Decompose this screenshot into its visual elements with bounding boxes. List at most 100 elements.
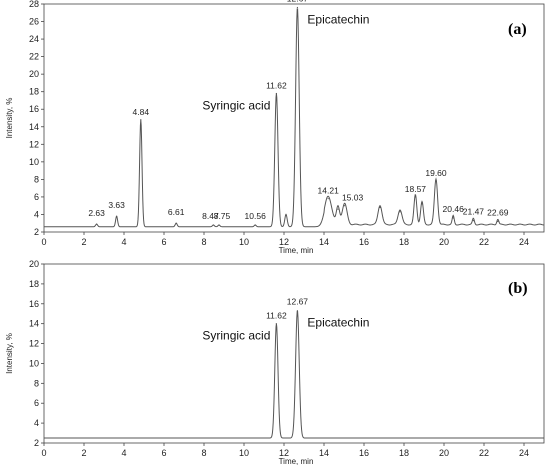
panel-a-label: (a) [508,21,527,38]
panel-a-peak-label: 6.61 [168,207,185,217]
panel-a-peak-point [218,224,220,226]
panel-a-y-axis-label: Intensity, % [5,98,14,139]
panel-a-peak-point [212,224,214,226]
panel-a-x-tick-label: 14 [319,237,329,247]
panel-b-x-tick-label: 0 [41,448,46,458]
panel-b-peak-label: 11.62 [266,311,287,321]
panel-b-x-tick-label: 18 [399,448,409,458]
panel-b-y-tick-label: 2 [34,438,39,448]
panel-b-y-tick-label: 8 [34,378,39,388]
panel-a-peak-label: 11.62 [266,80,287,90]
panel-b-annotation-syringic-acid: Syringic acid [202,329,270,343]
panel-a-x-tick-label: 18 [399,237,409,247]
panel-b-peak-point [296,310,298,312]
panel-a-y-tick-label: 24 [29,34,39,44]
panel-b-x-tick-label: 6 [161,448,166,458]
panel-a-peak-point [379,206,381,209]
panel-a-y-tick-label: 2 [34,227,39,237]
panel-a-y-tick-label: 10 [29,157,39,167]
panel-a-peak-point [96,223,98,225]
panel-a-peak-point [399,211,401,213]
panel-a-x-tick-label: 16 [359,237,369,247]
panel-b-peak-label: 12.67 [287,297,309,307]
panel-a-x-axis-label: Time, min [279,246,314,255]
panel-a-peak-label: 18.57 [405,184,427,194]
panel-a-y-tick-label: 16 [29,104,39,114]
panel-a-peak-label: 15.03 [342,193,364,203]
panel-b-y-tick-label: 14 [29,319,39,329]
panel-a-y-tick-label: 8 [34,174,39,184]
panel-b-x-tick-label: 22 [479,448,489,458]
panel-b-x-tick-label: 14 [319,448,329,458]
panel-b-y-tick-label: 4 [34,418,39,428]
panel-a-peak-point [497,220,499,223]
panel-a-peak-label: 22.69 [487,207,509,217]
panel-b-label: (b) [508,280,528,297]
panel-a-peak-label: 19.60 [425,168,447,178]
panel-a-y-tick-label: 14 [29,122,39,132]
panel-b-y-tick-label: 20 [29,259,39,269]
panel-a-x-tick-label: 8 [201,237,206,247]
panel-b-annotation-epicatechin: Epicatechin [307,316,369,330]
panel-b-y-tick-label: 10 [29,358,39,368]
panel-a-peak-label: 8.47 [202,211,219,221]
panel-a-peak-point [421,203,423,205]
panel-b-trace [44,311,544,439]
panel-a-peak-point [327,198,329,200]
panel-a-peak-label: 2.63 [88,208,105,218]
panel-a-x-tick-label: 12 [279,237,289,247]
panel-a-x-tick-label: 10 [239,237,249,247]
panel-b-x-tick-label: 2 [81,448,86,458]
panel-a-peak-point [140,119,142,121]
panel-b-frame [43,263,545,444]
panel-a-peak-point [337,208,339,210]
panel-b-x-axis-label: Time, min [279,457,314,466]
panel-a-peak-point [472,220,474,222]
panel-b-x-tick-label: 4 [121,448,126,458]
panel-a-peak-label: 14.21 [318,186,340,196]
panel-a-peak-point [414,196,416,198]
panel-b-x-tick-label: 24 [519,448,529,458]
panel-a-x-tick-label: 24 [519,237,529,247]
panel-b-y-axis-label: Intensity, % [5,333,14,374]
panel-a-peak-label: 3.63 [108,200,125,210]
panel-a-y-tick-label: 12 [29,139,39,149]
panel-a-y-tick-label: 18 [29,87,39,97]
panel-a-x-tick-label: 4 [121,237,126,247]
panel-a-y-tick-label: 26 [29,17,39,27]
panel-a-peak-label: 4.84 [133,107,150,117]
panel-a-peak-point [116,215,118,217]
panel-b-y-tick-label: 6 [34,398,39,408]
panel-a-x-tick-label: 0 [41,237,46,247]
panel-a-peak-point [435,180,437,182]
panel-a-y-tick-label: 4 [34,209,39,219]
panel-a-y-tick-label: 20 [29,69,39,79]
panel-a-x-tick-label: 6 [161,237,166,247]
panel-a-peak-point [285,213,287,216]
panel-a-peak-label: 21.47 [463,207,485,217]
panel-a-trace [44,8,545,228]
panel-a-peak-label: 8.75 [214,211,231,221]
panel-b-x-tick-label: 8 [201,448,206,458]
panel-a-peak-point [175,222,177,224]
panel-a-peak-point [296,6,298,9]
panel-b-y-tick-label: 12 [29,339,39,349]
panel-a-peak-label: 12.67 [287,0,309,4]
panel-a-x-tick-label: 2 [81,237,86,247]
panel-a-peak-point [275,92,277,95]
panel-a-peak-point [344,205,346,207]
panel-b-peak-point [275,323,277,325]
panel-a-peak-point [452,217,454,219]
panel-a-peak-point [254,224,256,226]
panel-b-x-tick-label: 10 [239,448,249,458]
panel-b-x-tick-label: 16 [359,448,369,458]
panel-a-annotation-epicatechin: Epicatechin [307,13,369,27]
panel-a-x-tick-label: 22 [479,237,489,247]
panel-a-y-tick-label: 6 [34,192,39,202]
panel-b-x-tick-label: 20 [439,448,449,458]
panel-a-frame [43,3,545,233]
panel-a-x-tick-label: 20 [439,237,449,247]
panel-a-peak-label: 10.56 [245,211,267,221]
panel-a-y-tick-label: 28 [29,0,39,9]
